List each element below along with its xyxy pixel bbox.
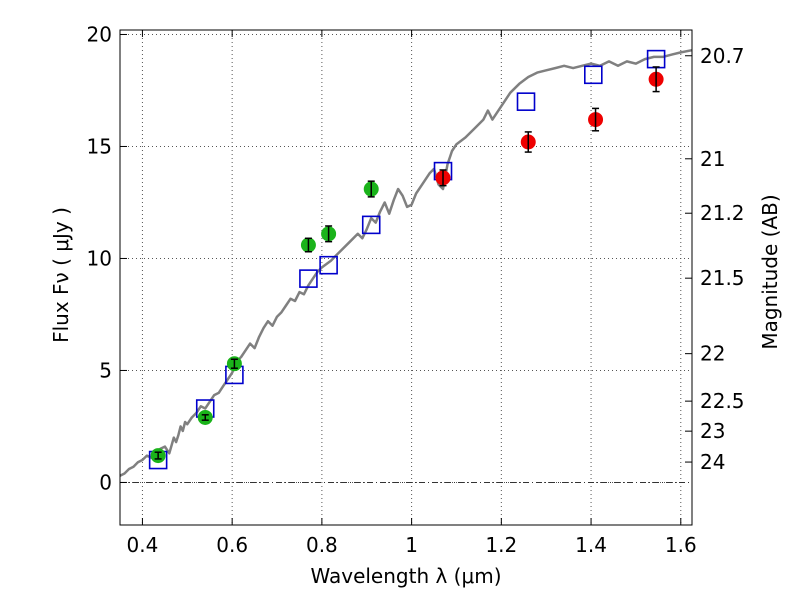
model-photometry-square: [516, 92, 536, 111]
mag-tick-label: 21.5: [700, 266, 745, 290]
x-tick-label: 0.8: [306, 533, 338, 557]
y-axis-title: Flux Fν ( μJy ): [49, 207, 73, 343]
y-tick-label: 10: [87, 246, 112, 270]
y-tick-label: 5: [99, 358, 112, 382]
model-photometry-square: [299, 269, 318, 288]
mag-tick-label: 22: [700, 342, 725, 366]
y-tick-label: 15: [87, 134, 112, 158]
model-photometry-square: [646, 49, 666, 69]
x-tick-label: 1.6: [665, 533, 697, 557]
y-tick-label: 20: [87, 22, 112, 46]
y-tick-label: 0: [99, 470, 112, 494]
data-series: [119, 48, 693, 477]
sed-model-line: [119, 48, 693, 477]
model-photometry-square: [361, 215, 381, 235]
x-tick-label: 0.4: [127, 533, 159, 557]
model-photometry-square: [584, 65, 603, 85]
mag-tick-label: 23: [700, 419, 725, 443]
x-tick-label: 1.4: [575, 533, 607, 557]
mag-tick-label: 21: [700, 147, 725, 171]
model-photometry-square: [319, 255, 338, 275]
x-tick-label: 1: [405, 533, 418, 557]
x-tick-label: 0.6: [216, 533, 248, 557]
axis-ticks: 0.4 0.6 0.8 1 1.2 1.4 1.6 0 5 10 15 20 20.7 21 21.2 21.…: [87, 22, 745, 557]
y2-axis-title: Magnitude (AB): [758, 194, 782, 349]
plot-frame: [119, 29, 693, 526]
mag-tick-label: 24: [700, 450, 725, 474]
x-tick-label: 1.2: [485, 533, 517, 557]
mag-tick-label: 20.7: [700, 44, 745, 68]
mag-tick-label: 22.5: [700, 389, 745, 413]
grid: [120, 30, 692, 525]
x-axis-title: Wavelength λ (μm): [310, 564, 501, 588]
mag-tick-label: 21.2: [700, 201, 745, 225]
